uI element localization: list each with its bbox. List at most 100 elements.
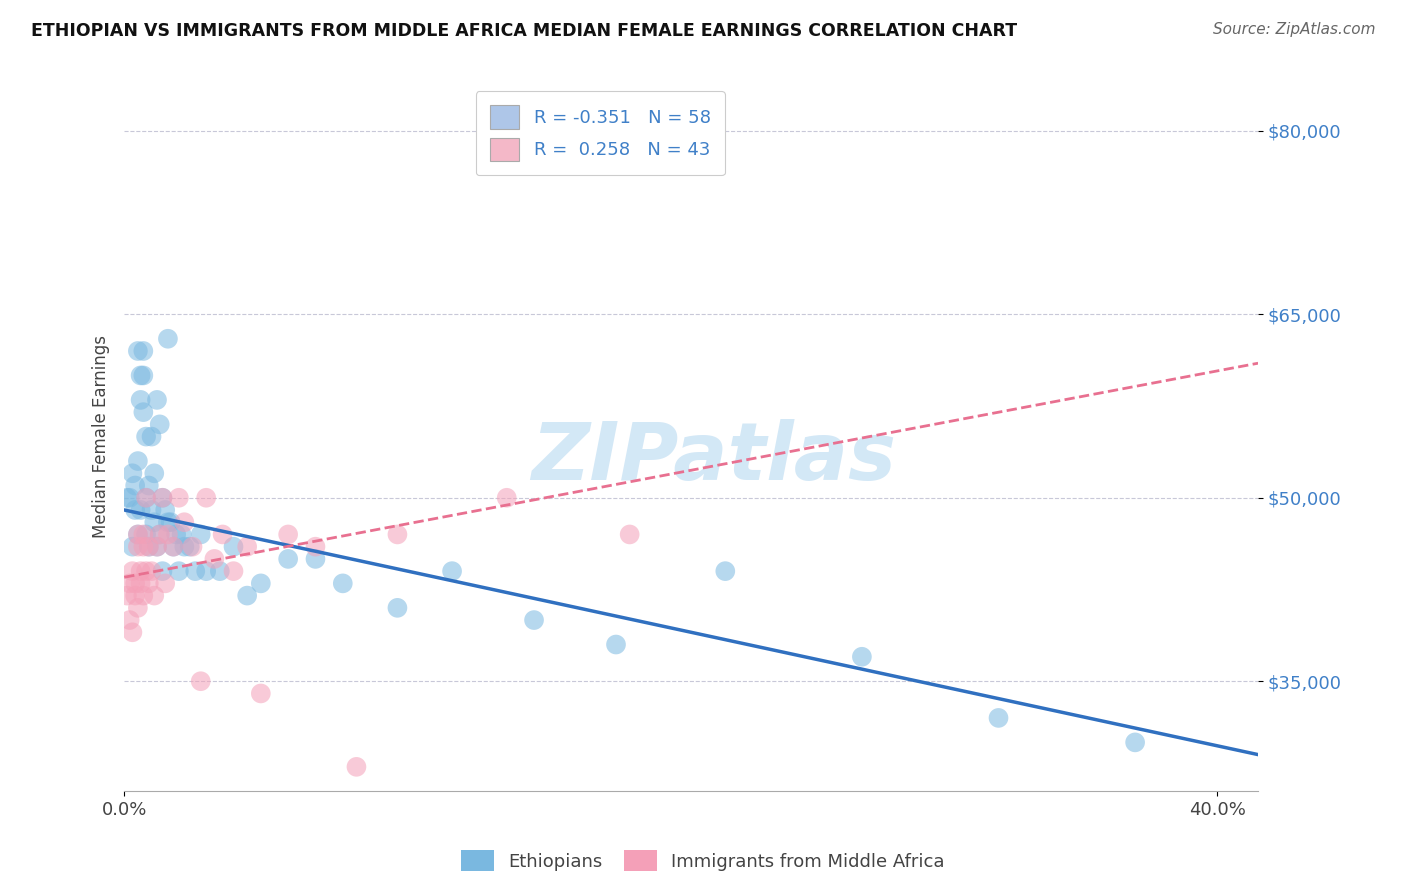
Point bbox=[236, 589, 259, 603]
Point bbox=[135, 564, 157, 578]
Point bbox=[138, 540, 160, 554]
Point bbox=[156, 332, 179, 346]
Point bbox=[127, 527, 149, 541]
Point bbox=[222, 564, 245, 578]
Point bbox=[190, 527, 212, 541]
Point bbox=[167, 491, 190, 505]
Point bbox=[118, 576, 141, 591]
Point bbox=[153, 503, 176, 517]
Point bbox=[129, 503, 152, 517]
Point bbox=[173, 515, 195, 529]
Point bbox=[304, 552, 326, 566]
Text: ZIPatlas: ZIPatlas bbox=[531, 419, 896, 497]
Legend: Ethiopians, Immigrants from Middle Africa: Ethiopians, Immigrants from Middle Afric… bbox=[454, 843, 952, 879]
Point bbox=[115, 491, 138, 505]
Point bbox=[141, 503, 163, 517]
Point bbox=[195, 491, 218, 505]
Point bbox=[121, 625, 143, 640]
Point bbox=[173, 540, 195, 554]
Point bbox=[127, 343, 149, 358]
Point bbox=[184, 564, 207, 578]
Point bbox=[124, 589, 146, 603]
Point bbox=[202, 552, 225, 566]
Point bbox=[143, 589, 166, 603]
Point bbox=[714, 564, 737, 578]
Point bbox=[156, 515, 179, 529]
Point bbox=[441, 564, 464, 578]
Point bbox=[149, 527, 172, 541]
Point bbox=[129, 576, 152, 591]
Point bbox=[222, 540, 245, 554]
Point bbox=[181, 540, 204, 554]
Point bbox=[1123, 735, 1146, 749]
Point bbox=[165, 527, 187, 541]
Point bbox=[987, 711, 1010, 725]
Point bbox=[135, 429, 157, 443]
Point bbox=[132, 405, 155, 419]
Point bbox=[149, 527, 172, 541]
Point bbox=[332, 576, 354, 591]
Point bbox=[121, 564, 143, 578]
Point bbox=[162, 540, 184, 554]
Text: ETHIOPIAN VS IMMIGRANTS FROM MIDDLE AFRICA MEDIAN FEMALE EARNINGS CORRELATION CH: ETHIOPIAN VS IMMIGRANTS FROM MIDDLE AFRI… bbox=[31, 22, 1017, 40]
Point bbox=[495, 491, 517, 505]
Point bbox=[152, 564, 174, 578]
Point bbox=[135, 491, 157, 505]
Point bbox=[124, 478, 146, 492]
Point bbox=[146, 540, 169, 554]
Point bbox=[132, 540, 155, 554]
Point bbox=[138, 540, 160, 554]
Point bbox=[127, 600, 149, 615]
Point bbox=[138, 478, 160, 492]
Point bbox=[159, 515, 181, 529]
Point bbox=[236, 540, 259, 554]
Point bbox=[143, 467, 166, 481]
Point bbox=[277, 527, 299, 541]
Point bbox=[129, 392, 152, 407]
Point bbox=[152, 491, 174, 505]
Point bbox=[153, 576, 176, 591]
Point bbox=[605, 638, 627, 652]
Point bbox=[129, 368, 152, 383]
Y-axis label: Median Female Earnings: Median Female Earnings bbox=[93, 335, 110, 538]
Point bbox=[132, 368, 155, 383]
Point bbox=[619, 527, 641, 541]
Point bbox=[190, 674, 212, 689]
Point bbox=[162, 540, 184, 554]
Point bbox=[127, 454, 149, 468]
Point bbox=[149, 417, 172, 432]
Point bbox=[211, 527, 233, 541]
Point bbox=[146, 540, 169, 554]
Point bbox=[195, 564, 218, 578]
Point bbox=[132, 527, 155, 541]
Point bbox=[143, 515, 166, 529]
Point bbox=[141, 564, 163, 578]
Point bbox=[138, 576, 160, 591]
Point bbox=[179, 540, 201, 554]
Point bbox=[387, 600, 409, 615]
Point bbox=[152, 491, 174, 505]
Point bbox=[156, 527, 179, 541]
Point bbox=[146, 392, 169, 407]
Point bbox=[118, 491, 141, 505]
Point bbox=[250, 686, 273, 700]
Legend: R = -0.351   N = 58, R =  0.258   N = 43: R = -0.351 N = 58, R = 0.258 N = 43 bbox=[475, 91, 725, 175]
Point bbox=[115, 589, 138, 603]
Point bbox=[170, 527, 193, 541]
Text: Source: ZipAtlas.com: Source: ZipAtlas.com bbox=[1212, 22, 1375, 37]
Point bbox=[167, 564, 190, 578]
Point bbox=[250, 576, 273, 591]
Point bbox=[132, 343, 155, 358]
Point bbox=[523, 613, 546, 627]
Point bbox=[124, 576, 146, 591]
Point bbox=[135, 527, 157, 541]
Point bbox=[851, 649, 873, 664]
Point bbox=[118, 613, 141, 627]
Point bbox=[132, 589, 155, 603]
Point bbox=[121, 467, 143, 481]
Point bbox=[129, 564, 152, 578]
Point bbox=[121, 540, 143, 554]
Point bbox=[277, 552, 299, 566]
Point bbox=[387, 527, 409, 541]
Point bbox=[141, 429, 163, 443]
